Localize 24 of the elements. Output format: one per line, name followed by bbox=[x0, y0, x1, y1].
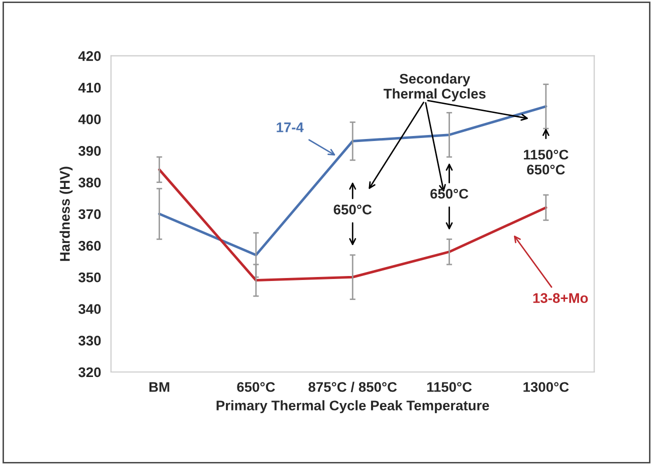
x-tick-label: 1300°C bbox=[524, 382, 569, 392]
y-tick-label: 340 bbox=[78, 304, 101, 314]
y-tick-label: 400 bbox=[78, 114, 101, 124]
annotation: 650°C bbox=[334, 204, 372, 214]
y-tick-label: 330 bbox=[78, 336, 101, 346]
x-tick-label: 875°C / 850°C bbox=[308, 382, 397, 392]
y-tick-label: 390 bbox=[78, 146, 101, 156]
annotation: 650°C bbox=[430, 188, 468, 199]
annotation: 1150°C 650°C bbox=[524, 150, 568, 175]
x-tick-label: 1150°C bbox=[427, 382, 472, 392]
y-tick-label: 380 bbox=[78, 178, 101, 188]
text: 17-4 bbox=[276, 122, 304, 132]
x-axis-title: Primary Thermal Cycle Peak Temperature bbox=[216, 400, 490, 414]
y-tick-label: 350 bbox=[78, 272, 101, 282]
y-axis-title: Hardness (HV) bbox=[60, 166, 73, 261]
annotation: Secondary Thermal Cycles bbox=[384, 73, 486, 102]
y-tick-label: 420 bbox=[78, 51, 101, 61]
y-tick-label: 320 bbox=[78, 367, 101, 378]
x-tick-label: BM bbox=[149, 382, 170, 392]
y-tick-label: 370 bbox=[78, 209, 101, 220]
x-tick-label: 650°C bbox=[237, 382, 275, 392]
text: 13-8+Mo bbox=[533, 293, 588, 304]
y-tick-label: 360 bbox=[78, 240, 101, 251]
y-tick-label: 410 bbox=[78, 82, 101, 93]
